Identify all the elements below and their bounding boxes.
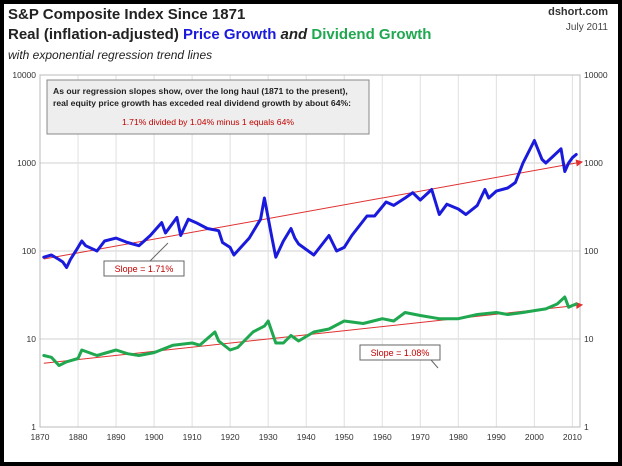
y-tick-label-left: 10000: [12, 70, 36, 80]
x-tick-label: 1990: [487, 432, 506, 442]
y-tick-label-right: 1000: [584, 158, 603, 168]
y-tick-label-left: 1000: [17, 158, 36, 168]
dividend-growth-line: [42, 295, 578, 367]
x-tick-label: 1970: [411, 432, 430, 442]
dividend-callout-box: [359, 344, 441, 361]
chart-title: S&P Composite Index Since 1871: [8, 6, 246, 23]
axes: [39, 74, 581, 428]
annotation-line1: As our regression slopes show, over the …: [53, 86, 348, 96]
x-tick-label: 1940: [297, 432, 316, 442]
price-callout-pointer: [149, 242, 169, 262]
y-tick-label-right: 1: [584, 422, 589, 432]
x-tick-label: 1890: [107, 432, 126, 442]
dividend-slope-label: Slope = 1.08%: [371, 348, 430, 358]
x-tick-label: 1930: [259, 432, 278, 442]
price-slope-label: Slope = 1.71%: [115, 264, 174, 274]
tick-labels: 1 1 10 10 100 100 1000 1000 10000 10000 1870 1880 18…: [12, 70, 608, 442]
x-tick-label: 1880: [69, 432, 88, 442]
title-prefix: Real (inflation-adjusted): [8, 26, 179, 43]
title-price-series: Price Growth: [183, 26, 277, 43]
title-and: and: [280, 26, 308, 43]
chart-title-line2: Real (inflation-adjusted) Price Growth a…: [8, 26, 431, 43]
y-tick-label-right: 100: [584, 246, 598, 256]
annotation-background: [46, 79, 370, 135]
x-tick-label: 2010: [563, 432, 582, 442]
x-tick-label: 1900: [145, 432, 164, 442]
price-trend-arrow: [575, 159, 584, 167]
x-tick-label: 2000: [525, 432, 544, 442]
dividend-slope-callout: Slope = 1.08%: [359, 344, 441, 369]
x-tick-label: 1910: [183, 432, 202, 442]
annotation-box: As our regression slopes show, over the …: [46, 79, 370, 135]
chart-subtitle: with exponential regression trend lines: [8, 48, 213, 62]
y-tick-label-left: 100: [22, 246, 36, 256]
y-tick-label-left: 1: [31, 422, 36, 432]
y-tick-label-right: 10: [584, 334, 594, 344]
series-lines: [42, 139, 578, 367]
y-tick-label-right: 10000: [584, 70, 608, 80]
price-callout-box: [103, 260, 185, 277]
plot-border: [39, 74, 581, 428]
x-tick-label: 1870: [31, 432, 50, 442]
x-tick-label: 1960: [373, 432, 392, 442]
price-slope-callout: Slope = 1.71%: [103, 242, 185, 277]
annotation-line2: real equity price growth has exceded rea…: [53, 98, 351, 108]
x-tick-label: 1920: [221, 432, 240, 442]
date-label: July 2011: [565, 22, 608, 33]
title-dividend-series: Dividend Growth: [311, 26, 432, 43]
y-tick-label-left: 10: [27, 334, 37, 344]
brand-label: dshort.com: [548, 6, 608, 18]
price-growth-line: [42, 139, 578, 269]
annotation-line3: 1.71% divided by 1.04% minus 1 equals 64…: [122, 117, 294, 127]
x-tick-label: 1950: [335, 432, 354, 442]
x-tick-label: 1980: [449, 432, 468, 442]
